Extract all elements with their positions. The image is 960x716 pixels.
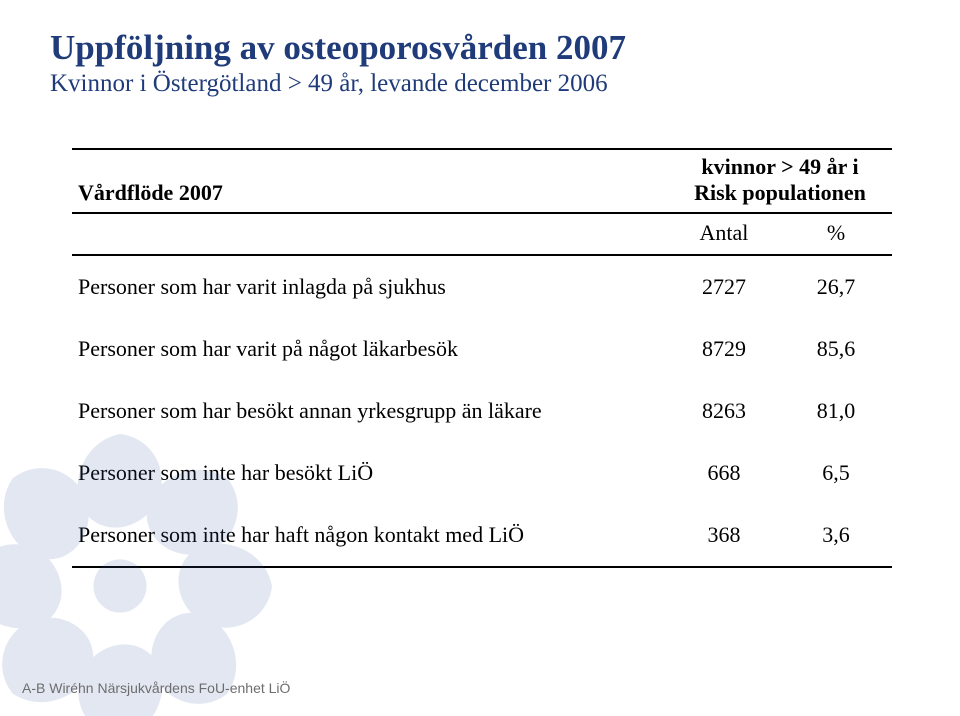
sub-header-antal: Antal (668, 213, 780, 255)
row-label: Personer som inte har besökt LiÖ (72, 442, 668, 504)
col-header-left: Vårdflöde 2007 (72, 149, 668, 213)
row-pct: 3,6 (780, 504, 892, 567)
data-table: Vårdflöde 2007 kvinnor > 49 år i Risk po… (72, 148, 892, 568)
row-pct: 6,5 (780, 442, 892, 504)
sub-header-percent: % (780, 213, 892, 255)
row-label: Personer som inte har haft någon kontakt… (72, 504, 668, 567)
page-title: Uppföljning av osteoporosvården 2007 (50, 28, 910, 68)
row-antal: 8729 (668, 318, 780, 380)
table-row: Personer som har varit på något läkarbes… (72, 318, 892, 380)
row-label: Personer som har varit inlagda på sjukhu… (72, 255, 668, 318)
row-pct: 85,6 (780, 318, 892, 380)
table-row: Personer som har varit inlagda på sjukhu… (72, 255, 892, 318)
table-row: Personer som har besökt annan yrkesgrupp… (72, 380, 892, 442)
table-row: Personer som inte har besökt LiÖ 668 6,5 (72, 442, 892, 504)
row-antal: 368 (668, 504, 780, 567)
page-subtitle: Kvinnor i Östergötland > 49 år, levande … (50, 70, 910, 98)
row-antal: 668 (668, 442, 780, 504)
row-antal: 2727 (668, 255, 780, 318)
slide: Uppföljning av osteoporosvården 2007 Kvi… (0, 0, 960, 716)
col-header-right: kvinnor > 49 år i Risk populationen (668, 149, 892, 213)
table-row: Personer som inte har haft någon kontakt… (72, 504, 892, 567)
row-label: Personer som har besökt annan yrkesgrupp… (72, 380, 668, 442)
row-pct: 26,7 (780, 255, 892, 318)
sub-header-blank (72, 213, 668, 255)
row-pct: 81,0 (780, 380, 892, 442)
row-antal: 8263 (668, 380, 780, 442)
row-label: Personer som har varit på något läkarbes… (72, 318, 668, 380)
footer-credit: A-B Wiréhn Närsjukvårdens FoU-enhet LiÖ (22, 680, 290, 696)
